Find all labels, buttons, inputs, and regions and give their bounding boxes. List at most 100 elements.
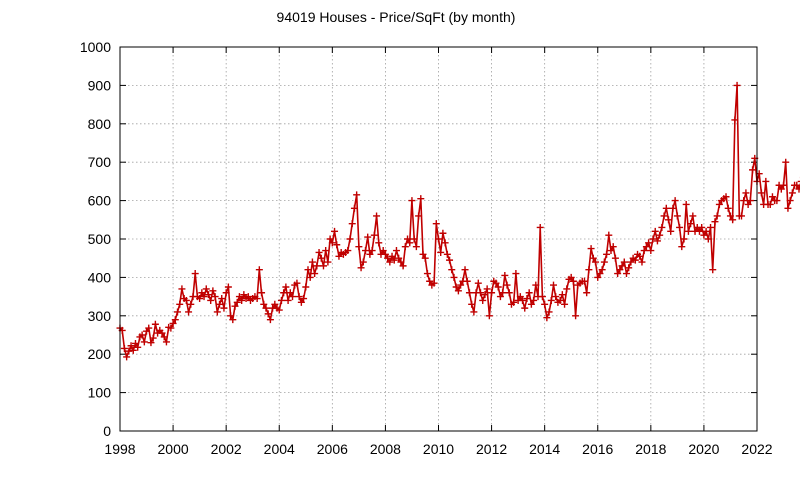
data-point (198, 289, 206, 297)
data-point (176, 300, 184, 308)
data-point (406, 239, 414, 247)
y-tick-label: 200 (88, 346, 112, 362)
data-point (523, 295, 531, 303)
x-tick-label: 2008 (370, 441, 401, 457)
data-point (505, 289, 513, 297)
series-line (119, 85, 800, 360)
chart-title: 94019 Houses - Price/SqFt (by month) (277, 9, 516, 25)
data-point (583, 289, 591, 297)
data-point (678, 243, 686, 251)
data-point (594, 273, 602, 281)
data-point (784, 204, 792, 212)
data-point (125, 347, 133, 355)
data-point (260, 300, 268, 308)
data-point (408, 197, 416, 205)
data-point (527, 300, 535, 308)
data-point (209, 287, 217, 295)
data-point (415, 212, 423, 220)
y-tick-label: 1000 (80, 39, 111, 55)
data-point (636, 252, 644, 260)
data-point (673, 212, 681, 220)
data-point (492, 279, 500, 287)
data-point (271, 300, 279, 308)
data-point (151, 320, 159, 328)
data-point (592, 258, 600, 266)
data-point (762, 177, 770, 185)
data-point (647, 247, 655, 255)
data-point (390, 256, 398, 264)
data-point (711, 218, 719, 226)
data-point (392, 247, 400, 255)
data-point (202, 285, 210, 293)
data-point (258, 289, 266, 297)
plot-area-border (119, 46, 758, 432)
data-point (335, 252, 343, 260)
data-point (426, 277, 434, 285)
data-point (744, 200, 752, 208)
y-tick-label: 400 (88, 269, 112, 285)
data-point (434, 235, 442, 243)
data-point (295, 293, 303, 301)
data-point (656, 231, 664, 239)
x-tick-label: 2014 (529, 441, 560, 457)
data-point (417, 195, 425, 203)
data-point (660, 212, 668, 220)
data-point (284, 296, 292, 304)
data-point (362, 247, 370, 255)
data-point (631, 256, 639, 264)
data-point (510, 298, 518, 306)
x-tick-label: 2006 (317, 441, 348, 457)
data-point (280, 289, 288, 297)
data-point (450, 273, 458, 281)
data-point (671, 197, 679, 205)
x-tick-label: 2010 (423, 441, 454, 457)
x-tick-label: 2004 (264, 441, 295, 457)
data-point (421, 254, 429, 262)
y-tick-label: 700 (88, 154, 112, 170)
data-point (788, 189, 796, 197)
data-point (543, 314, 551, 322)
data-point (147, 339, 155, 347)
data-point (724, 204, 732, 212)
data-point (715, 200, 723, 208)
data-point (220, 304, 228, 312)
data-point (483, 285, 491, 293)
data-point (638, 258, 646, 266)
data-point (196, 295, 204, 303)
data-point (488, 289, 496, 297)
data-point (224, 283, 232, 291)
data-point (567, 273, 575, 281)
data-point (448, 266, 456, 274)
data-point (432, 220, 440, 228)
data-point (430, 279, 438, 287)
data-point (780, 181, 788, 189)
data-point (171, 316, 179, 324)
data-point (167, 324, 175, 332)
data-point (300, 295, 308, 303)
data-point (386, 258, 394, 266)
data-point (227, 312, 235, 320)
data-point (481, 291, 489, 299)
data-point (625, 264, 633, 272)
data-point (366, 250, 374, 258)
data-point (519, 296, 527, 304)
data-point (695, 227, 703, 235)
data-point (410, 235, 418, 243)
y-tick-label: 0 (103, 423, 111, 439)
data-point (722, 193, 730, 201)
data-point (521, 304, 529, 312)
data-point (618, 262, 626, 270)
data-point (375, 239, 383, 247)
data-point (563, 285, 571, 293)
data-point (211, 293, 219, 301)
x-tick-label: 2000 (158, 441, 189, 457)
data-point (275, 306, 283, 314)
data-point (289, 293, 297, 301)
data-point (757, 189, 765, 197)
x-tick-label: 2018 (635, 441, 666, 457)
data-point (793, 181, 800, 189)
data-point (649, 235, 657, 243)
data-point (596, 270, 604, 278)
data-point (737, 212, 745, 220)
data-point (127, 342, 135, 350)
